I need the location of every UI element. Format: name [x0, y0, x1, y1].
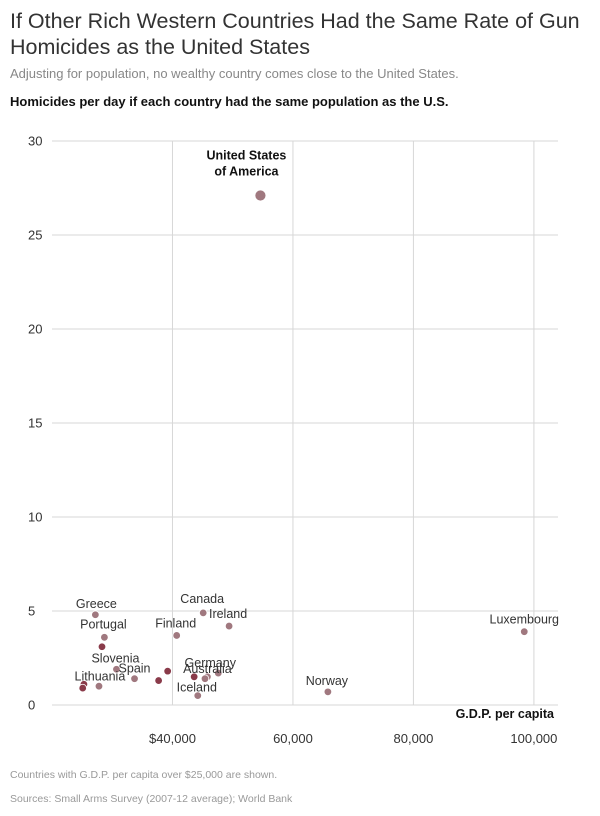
data-point [224, 621, 234, 631]
data-point [193, 691, 202, 700]
data-points [78, 189, 529, 700]
y-tick-label: 0 [28, 698, 35, 713]
data-point [189, 672, 199, 681]
chart-subtitle: Adjusting for population, no wealthy cou… [10, 66, 459, 81]
point-labels: United States of America Greece Portugal Slo… [75, 149, 560, 695]
y-tick-label: 5 [28, 604, 35, 619]
point-label: Finland [155, 616, 196, 630]
y-tick-label: 15 [28, 416, 42, 431]
data-point [78, 683, 87, 693]
data-point [163, 666, 172, 676]
x-tick-label: 100,000 [510, 731, 557, 746]
chart-heading: Homicides per day if each country had th… [10, 94, 449, 109]
x-tick-label: 60,000 [273, 731, 313, 746]
data-point [97, 642, 107, 651]
point-label: Slovenia [91, 651, 139, 665]
point-label: Portugal [80, 617, 127, 631]
x-tick-label: 80,000 [394, 731, 434, 746]
data-point [112, 665, 121, 674]
point-label: Germany [185, 656, 237, 670]
data-point [214, 668, 223, 678]
data-point [198, 608, 208, 618]
point-label: Greece [76, 597, 117, 611]
x-tick-label: $40,000 [149, 731, 196, 746]
point-label: Canada [180, 592, 224, 606]
point-label: Ireland [209, 607, 247, 621]
data-point [91, 610, 100, 619]
gridlines [52, 140, 558, 706]
y-tick-label: 25 [28, 228, 42, 243]
source-note: Sources: Small Arms Survey (2007-12 aver… [10, 793, 293, 805]
data-point [200, 674, 210, 683]
point-label: Luxembourg [490, 613, 560, 627]
axis-labels: 0 5 10 15 20 25 30 $40,000 60,000 80,000 100,000 G.… [28, 134, 557, 747]
point-label: Spain [119, 662, 151, 676]
x-axis-label: G.D.P. per capita [456, 707, 555, 721]
point-label: of America [214, 165, 279, 179]
data-point [100, 633, 109, 642]
data-point [94, 682, 104, 691]
data-point [323, 687, 333, 697]
footnote: Countries with G.D.P. per capita over $2… [10, 769, 278, 781]
y-tick-label: 20 [28, 322, 42, 337]
data-point [172, 631, 181, 640]
y-tick-label: 10 [28, 510, 42, 525]
point-label: Norway [306, 674, 349, 688]
data-point [154, 676, 163, 685]
point-label: Australia [183, 662, 232, 676]
point-label: Lithuania [75, 669, 126, 683]
data-point [520, 627, 529, 636]
point-label: Iceland [177, 681, 217, 695]
data-point [130, 674, 139, 683]
data-point [254, 189, 267, 202]
chart-title: If Other Rich Western Countries Had the … [10, 9, 580, 59]
point-label: United States [206, 149, 286, 163]
y-tick-label: 30 [28, 134, 42, 149]
